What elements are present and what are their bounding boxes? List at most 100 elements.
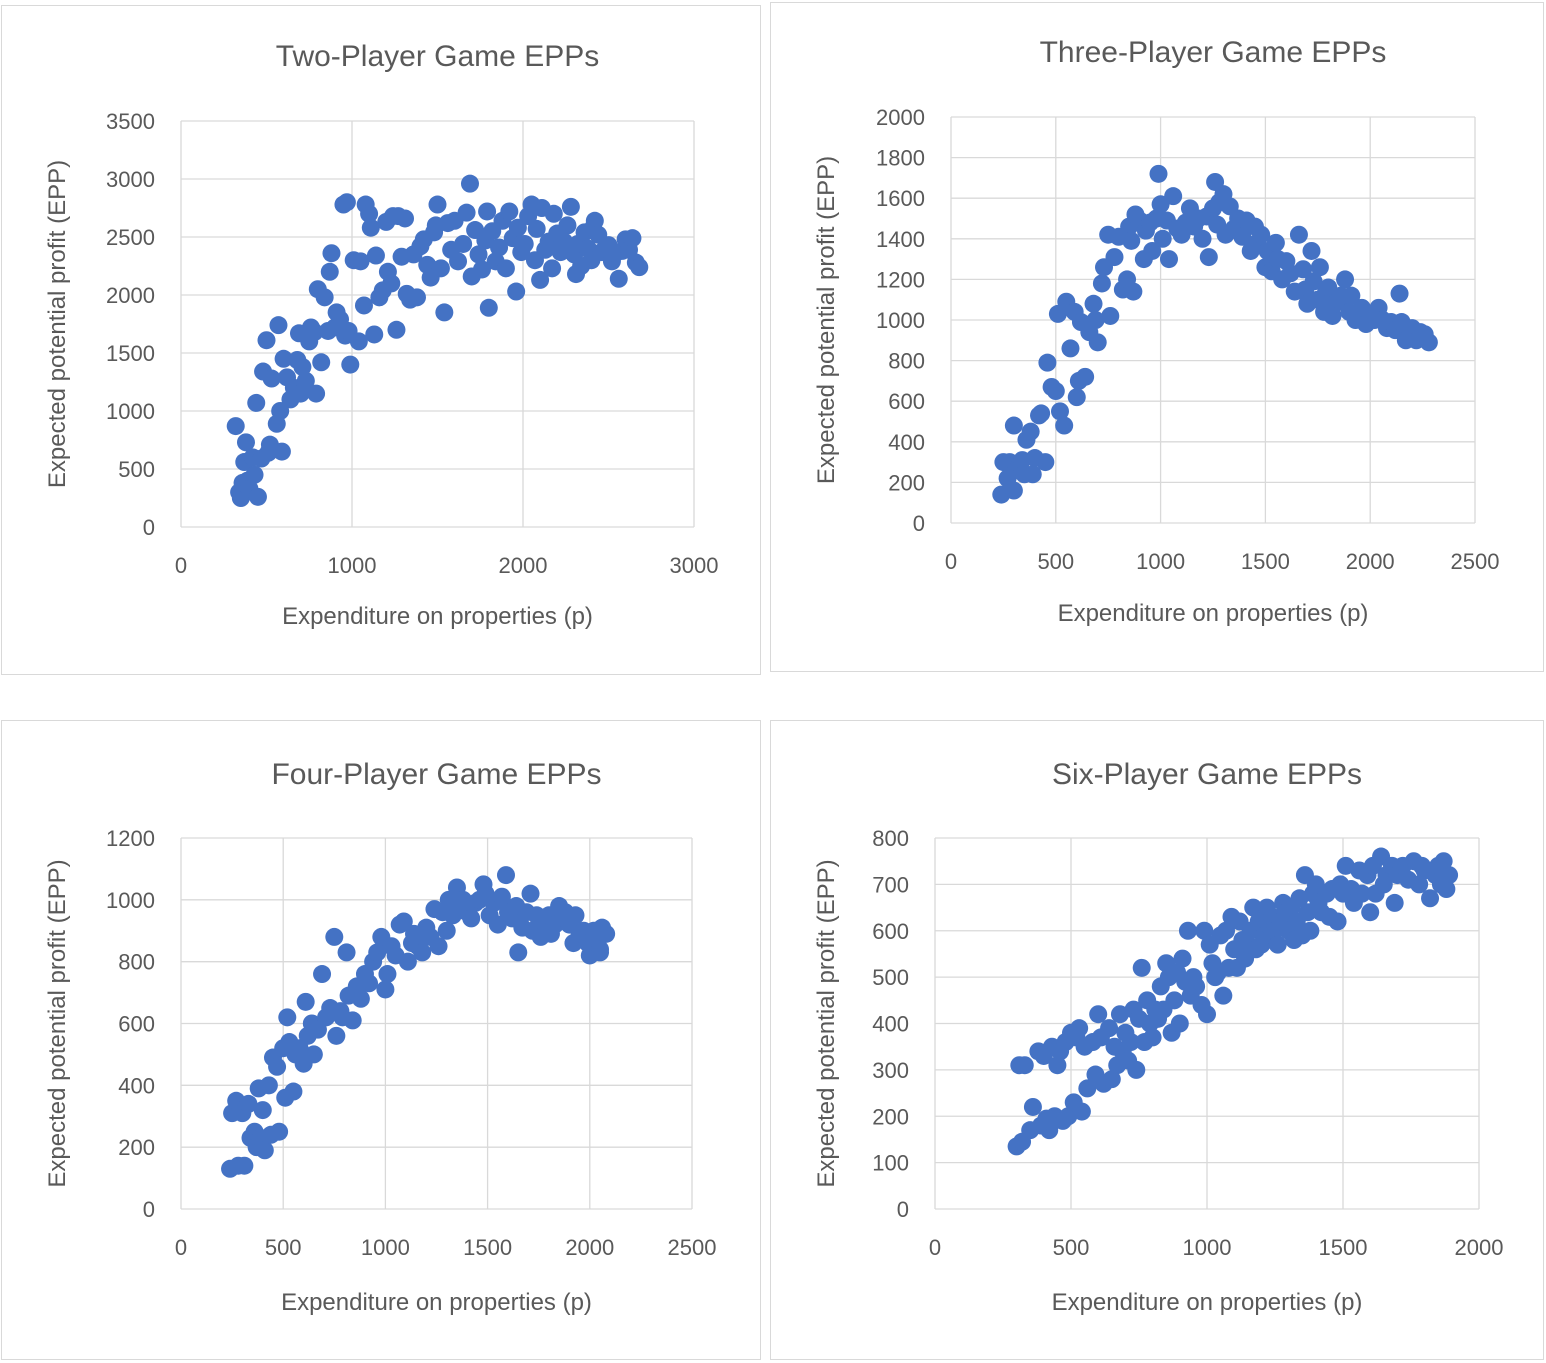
data-point (1110, 1005, 1129, 1024)
data-point (1198, 1005, 1216, 1024)
data-point (327, 1026, 346, 1045)
data-point (337, 193, 356, 212)
data-point (396, 209, 415, 228)
data-point (1086, 311, 1105, 329)
data-point (449, 252, 468, 271)
data-point (515, 234, 534, 253)
data-point (435, 303, 454, 322)
data-point (460, 174, 479, 193)
data-point (472, 260, 491, 279)
data-point (1076, 367, 1095, 386)
data-point (1302, 241, 1321, 260)
data-point (378, 965, 397, 984)
x-tick-label: 2000 (499, 553, 548, 578)
data-point (1361, 903, 1380, 922)
data-point (1032, 404, 1051, 423)
data-point (1070, 1019, 1089, 1038)
y-tick-label: 500 (118, 457, 155, 482)
data-point (1023, 465, 1042, 484)
x-tick-label: 1500 (1319, 1235, 1368, 1260)
y-tick-label: 400 (872, 1012, 909, 1037)
data-point (429, 937, 448, 956)
data-point (1266, 233, 1285, 252)
data-point (259, 1076, 278, 1095)
data-point (1084, 294, 1103, 313)
data-point (360, 974, 379, 993)
y-tick-label: 1500 (106, 341, 155, 366)
data-point (253, 1101, 272, 1120)
data-point (1159, 250, 1178, 269)
data-points (1007, 847, 1459, 1156)
x-axis-label: Expenditure on properties (p) (282, 603, 593, 630)
x-axis-label: Expenditure on properties (p) (281, 1289, 592, 1316)
data-point (394, 912, 413, 931)
data-point (457, 203, 476, 222)
scatter-chart: 0 100 200 300 400 500 600 700 800 0 500 1000 1500 200… (813, 758, 1503, 1316)
data-point (509, 943, 528, 962)
y-tick-label: 2000 (876, 105, 925, 130)
y-tick-label: 400 (118, 1073, 155, 1098)
data-point (1440, 866, 1459, 885)
data-point (454, 234, 473, 253)
data-point (1105, 248, 1124, 267)
data-point (521, 884, 540, 903)
x-tick-label: 1500 (463, 1235, 512, 1260)
data-point (1289, 225, 1308, 244)
data-point (1101, 306, 1120, 325)
y-tick-label: 600 (888, 389, 925, 414)
data-point (1121, 1033, 1140, 1052)
data-point (1437, 880, 1456, 899)
y-axis-label: Expected potential profit (EPP) (44, 859, 71, 1187)
y-axis-label: Expected potential profit (EPP) (813, 859, 840, 1187)
data-point (1122, 231, 1141, 250)
data-point (1072, 1102, 1091, 1121)
data-point (1102, 1070, 1121, 1089)
data-points (226, 174, 649, 507)
data-point (407, 288, 426, 307)
x-axis-label: Expenditure on properties (p) (1058, 600, 1369, 627)
data-point (236, 433, 255, 452)
data-point (1353, 884, 1372, 903)
x-tick-label: 3000 (670, 553, 719, 578)
data-point (488, 915, 507, 934)
data-point (1268, 935, 1287, 954)
y-tick-label: 1200 (106, 826, 155, 851)
data-point (305, 323, 324, 342)
data-point (1036, 453, 1055, 472)
y-tick-label: 0 (143, 515, 155, 540)
data-point (428, 195, 447, 214)
data-point (531, 270, 550, 289)
data-point (585, 211, 604, 230)
data-point (1252, 225, 1271, 244)
data-point (1336, 270, 1355, 289)
data-point (1055, 416, 1074, 435)
data-point (262, 369, 281, 388)
y-tick-label: 400 (888, 430, 925, 455)
data-point (544, 204, 563, 223)
y-tick-label: 600 (118, 1012, 155, 1037)
x-tick-label: 1000 (361, 1235, 410, 1260)
x-tick-label: 1000 (1183, 1235, 1232, 1260)
data-point (351, 989, 370, 1008)
data-point (320, 262, 339, 281)
data-point (272, 442, 291, 461)
data-point (387, 320, 406, 339)
data-point (1342, 286, 1361, 305)
data-point (376, 980, 395, 999)
y-tick-label: 1800 (876, 146, 925, 171)
x-tick-label: 2500 (1451, 549, 1500, 574)
data-point (1193, 229, 1212, 248)
data-point (507, 282, 526, 301)
y-tick-label: 800 (118, 950, 155, 975)
data-point (1301, 921, 1320, 940)
data-point (1336, 856, 1355, 875)
gridlines (180, 837, 693, 1210)
y-axis-label: Expected potential profit (EPP) (813, 156, 840, 484)
data-point (1294, 260, 1313, 279)
y-tick-label: 1000 (876, 308, 925, 333)
y-tick-label: 2000 (106, 283, 155, 308)
data-point (431, 259, 450, 278)
scatter-chart: 0 200 400 600 800 1000 1200 0 500 1000 1500 2000 250… (44, 758, 716, 1316)
data-point (623, 229, 642, 248)
data-point (1214, 986, 1233, 1005)
